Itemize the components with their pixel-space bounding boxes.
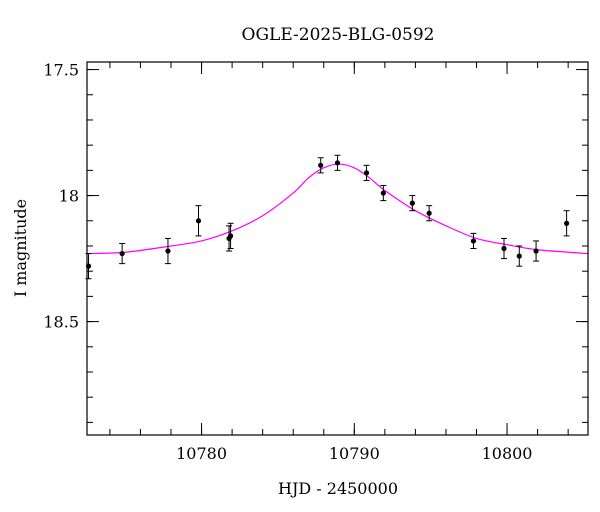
data-point <box>409 195 416 212</box>
data-point <box>426 205 433 222</box>
x-axis-label: HJD - 2450000 <box>278 479 398 498</box>
data-point-marker <box>533 248 539 254</box>
data-point <box>563 210 570 237</box>
tick-labels: 10780 10790 10800 17.5 18 18.5 <box>43 61 532 463</box>
data-point-marker <box>380 190 386 196</box>
data-point-marker <box>409 200 415 206</box>
data-point <box>164 237 171 265</box>
model-curve-layer <box>86 163 589 255</box>
data-point-marker <box>426 210 432 216</box>
data-point <box>195 205 202 237</box>
x-tick-label: 10800 <box>482 444 533 463</box>
data-point-marker <box>165 248 171 254</box>
plot-frame <box>86 61 589 436</box>
data-point-marker <box>195 218 202 224</box>
model-curve <box>86 163 589 255</box>
data-point-marker <box>363 170 370 176</box>
plot-area <box>85 61 589 436</box>
data-points-layer <box>85 154 570 280</box>
x-tick-label: 10780 <box>176 444 227 463</box>
data-point <box>119 242 126 265</box>
data-point <box>470 232 477 249</box>
data-point-marker <box>119 250 125 257</box>
data-point <box>516 245 523 267</box>
y-axis-label: I magnitude <box>11 199 30 297</box>
data-point <box>317 157 324 174</box>
data-point <box>227 222 234 249</box>
x-tick-label: 10790 <box>329 444 380 463</box>
data-point-marker <box>470 238 477 244</box>
data-point-marker <box>227 233 234 239</box>
data-point-marker <box>501 245 507 252</box>
y-tick-label: 18 <box>59 187 79 206</box>
axis-ticks <box>87 62 588 435</box>
data-point-marker <box>564 220 570 226</box>
data-point-marker <box>334 160 341 166</box>
chart-title: OGLE-2025-BLG-0592 <box>242 25 435 45</box>
data-point <box>363 164 370 181</box>
data-point <box>533 240 540 262</box>
y-tick-label: 18.5 <box>43 313 79 332</box>
data-point-marker <box>318 162 324 168</box>
data-point-marker <box>516 253 522 259</box>
data-point <box>334 154 341 171</box>
y-tick-label: 17.5 <box>43 61 79 80</box>
data-point <box>380 184 387 202</box>
data-point <box>500 237 507 260</box>
